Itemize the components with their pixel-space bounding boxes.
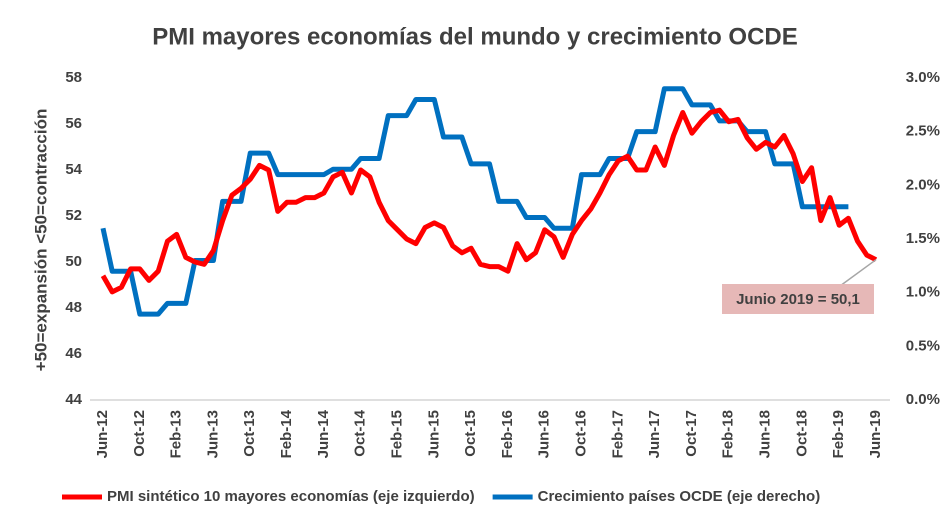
- x-tick-label: Jun-14: [315, 409, 332, 458]
- x-tick-label: Oct-12: [131, 410, 148, 457]
- x-tick-label: Oct-15: [462, 410, 479, 457]
- x-tick-label: Feb-18: [720, 410, 737, 458]
- x-tick-label: Jun-19: [867, 410, 884, 458]
- x-tick-label: Jun-16: [536, 410, 553, 458]
- annotation-box: [722, 284, 874, 314]
- y-tick-label: 50: [65, 253, 82, 270]
- x-tick-label: Oct-14: [352, 409, 369, 456]
- y2-tick-label: 2.5%: [906, 123, 940, 140]
- x-tick-label: Feb-14: [278, 409, 295, 458]
- y-axis-label: +50=expansión <50=contracción: [31, 109, 50, 372]
- y2-tick-label: 3.0%: [906, 69, 940, 86]
- legend-label: Crecimiento países OCDE (eje derecho): [538, 488, 821, 505]
- x-tick-label: Jun-15: [425, 410, 442, 458]
- x-tick-label: Feb-19: [830, 410, 847, 458]
- annotation-leader: [839, 259, 877, 287]
- annotation: Junio 2019 = 50,1: [736, 291, 860, 308]
- x-tick-label: Oct-16: [572, 410, 589, 457]
- x-tick-label: Jun-17: [646, 410, 663, 458]
- y-tick-label: 54: [65, 161, 82, 178]
- y2-tick-label: 0.5%: [906, 337, 940, 354]
- y-tick-label: 44: [65, 391, 82, 408]
- x-tick-label: Oct-13: [241, 410, 258, 457]
- x-tick-label: Jun-13: [204, 410, 221, 458]
- y2-tick-label: 1.0%: [906, 284, 940, 301]
- y-tick-label: 56: [65, 115, 82, 132]
- x-tick-label: Jun-18: [757, 410, 774, 458]
- y-tick-label: 48: [65, 299, 82, 316]
- y2-tick-label: 1.5%: [906, 230, 940, 247]
- x-tick-label: Oct-18: [793, 410, 810, 457]
- chart-title: PMI mayores economías del mundo y crecim…: [152, 23, 798, 50]
- x-tick-label: Feb-13: [168, 410, 185, 458]
- y2-tick-label: 2.0%: [906, 176, 940, 193]
- series-line: [100, 107, 878, 295]
- x-tick-label: Feb-15: [388, 410, 405, 458]
- y2-tick-label: 0.0%: [906, 391, 940, 408]
- y-tick-label: 52: [65, 207, 82, 224]
- y-tick-label: 46: [65, 345, 82, 362]
- x-tick-label: Feb-17: [609, 410, 626, 458]
- y-tick-label: 58: [65, 69, 82, 86]
- x-tick-label: Feb-16: [499, 410, 516, 458]
- x-tick-label: Jun-12: [94, 410, 111, 458]
- x-tick-label: Oct-17: [683, 410, 700, 457]
- legend-label: PMI sintético 10 mayores economías (eje …: [107, 488, 475, 505]
